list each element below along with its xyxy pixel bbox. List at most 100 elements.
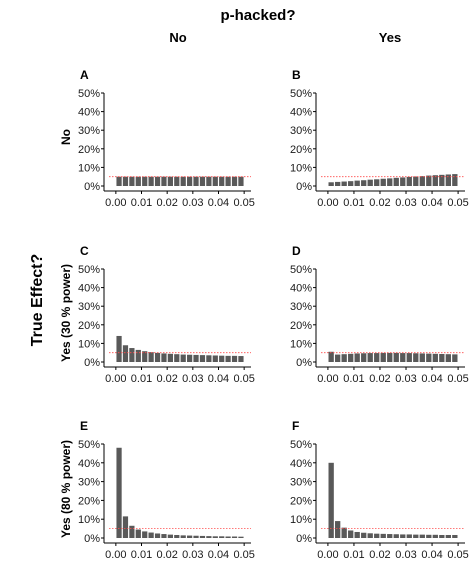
x-tick-label-e-1: 0.01 [131, 549, 152, 561]
bar-c-12 [193, 354, 199, 362]
bar-f-8 [380, 533, 386, 538]
bar-d-10 [393, 352, 399, 362]
bar-d-4 [354, 353, 360, 362]
y-tick-label-f-3: 30% [290, 477, 312, 489]
bar-a-18 [231, 176, 238, 186]
x-tick-label-a-1: 0.01 [131, 197, 152, 209]
y-tick-label-a-2: 20% [78, 144, 100, 156]
bar-e-19 [238, 536, 244, 538]
bar-e-2 [129, 525, 135, 538]
x-tick-label-b-3: 0.03 [395, 197, 416, 209]
bar-b-12 [406, 176, 412, 186]
bar-b-2 [341, 181, 347, 186]
bar-e-14 [206, 536, 212, 538]
bar-c-4 [142, 351, 148, 362]
bar-b-3 [348, 181, 354, 186]
y-tick-label-f-4: 40% [290, 458, 312, 470]
x-tick-label-a-4: 0.04 [208, 197, 229, 209]
y-tick-label-c-2: 20% [78, 320, 100, 332]
y-tick-label-d-3: 30% [290, 301, 312, 313]
y-tick-label-d-1: 10% [290, 338, 312, 350]
y-super-label: True Effect? [29, 254, 46, 346]
bar-f-0 [328, 462, 334, 538]
bar-b-14 [419, 176, 425, 186]
y-tick-label-e-3: 30% [78, 477, 100, 489]
bar-f-16 [432, 534, 438, 538]
y-tick-label-c-3: 30% [78, 301, 100, 313]
bar-c-15 [212, 355, 218, 362]
bar-f-13 [413, 534, 419, 538]
panel-label-d: D [292, 244, 301, 258]
bar-c-11 [187, 354, 193, 362]
y-tick-label-e-2: 20% [78, 495, 100, 507]
y-tick-label-c-0: 0% [84, 357, 100, 369]
bar-c-6 [154, 352, 161, 362]
bar-a-8 [167, 176, 173, 186]
bar-b-10 [393, 177, 399, 186]
bar-a-10 [180, 176, 186, 186]
y-tick-label-d-0: 0% [296, 357, 312, 369]
bar-d-1 [335, 354, 341, 362]
bar-e-5 [148, 532, 154, 538]
bar-a-6 [154, 176, 161, 186]
bar-f-14 [419, 534, 425, 538]
bar-b-0 [328, 182, 334, 186]
bar-b-7 [374, 179, 380, 186]
x-tick-label-f-2: 0.02 [369, 549, 390, 561]
bar-d-17 [439, 354, 445, 362]
x-tick-label-e-0: 0.00 [105, 549, 126, 561]
bar-c-9 [174, 354, 180, 362]
y-tick-label-a-4: 40% [78, 107, 100, 119]
bar-f-15 [426, 534, 432, 538]
bar-d-3 [348, 353, 354, 362]
x-tick-label-b-0: 0.00 [317, 197, 338, 209]
x-tick-label-b-4: 0.04 [421, 197, 442, 209]
y-tick-label-b-2: 20% [290, 144, 312, 156]
bar-d-6 [367, 353, 373, 362]
panel-label-f: F [292, 419, 299, 433]
bar-f-12 [406, 534, 412, 538]
y-tick-label-d-2: 20% [290, 320, 312, 332]
bar-c-7 [161, 353, 167, 362]
bar-e-12 [193, 535, 199, 538]
bar-d-18 [445, 354, 451, 362]
bar-f-9 [387, 534, 393, 538]
y-tick-label-f-1: 10% [290, 514, 312, 526]
panel-d: D 0% 10% 20% 30% 40% 50% 0.00 0.01 0.02 0.03 0.04 0.… [290, 244, 469, 385]
x-tick-label-a-0: 0.00 [105, 197, 126, 209]
bar-b-6 [367, 179, 373, 186]
row-label-30-power: Yes (30 % power) [59, 264, 73, 362]
bar-e-6 [154, 533, 161, 538]
row-label-80-power: Yes (80 % power) [59, 440, 73, 538]
bar-e-8 [167, 534, 173, 538]
bar-c-17 [225, 355, 231, 362]
bar-a-11 [187, 176, 193, 186]
bar-e-0 [116, 447, 122, 538]
x-tick-label-b-2: 0.02 [369, 197, 390, 209]
y-tick-label-a-3: 30% [78, 125, 100, 137]
y-tick-label-e-5: 50% [78, 439, 100, 451]
bar-c-18 [231, 355, 238, 362]
bar-b-11 [400, 177, 406, 186]
bar-d-12 [406, 353, 412, 362]
bar-b-4 [354, 180, 360, 186]
bar-a-7 [161, 176, 167, 186]
x-tick-label-f-3: 0.03 [395, 549, 416, 561]
y-tick-label-e-0: 0% [84, 533, 100, 545]
x-tick-label-d-4: 0.04 [421, 373, 442, 385]
bar-f-11 [400, 534, 406, 538]
bar-b-5 [361, 180, 367, 186]
y-tick-label-c-1: 10% [78, 338, 100, 350]
row-label-no: No [59, 129, 73, 145]
bar-a-9 [174, 176, 180, 186]
y-tick-label-c-5: 50% [78, 264, 100, 276]
bar-c-3 [135, 349, 141, 362]
bar-b-17 [439, 174, 445, 186]
bar-e-11 [187, 535, 193, 538]
bar-c-2 [129, 348, 135, 362]
x-tick-label-e-2: 0.02 [156, 549, 177, 561]
bar-b-1 [335, 181, 341, 186]
bar-e-9 [174, 534, 180, 538]
x-tick-label-f-1: 0.01 [343, 549, 364, 561]
